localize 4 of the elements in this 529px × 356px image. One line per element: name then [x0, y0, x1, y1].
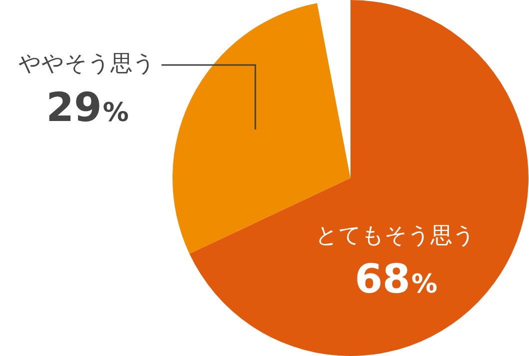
data-label: 29%	[46, 85, 129, 131]
slice-label: ややそう思う	[18, 52, 156, 77]
data-label: 68%	[354, 256, 438, 303]
slice-label: とてもそう思う	[316, 223, 476, 248]
